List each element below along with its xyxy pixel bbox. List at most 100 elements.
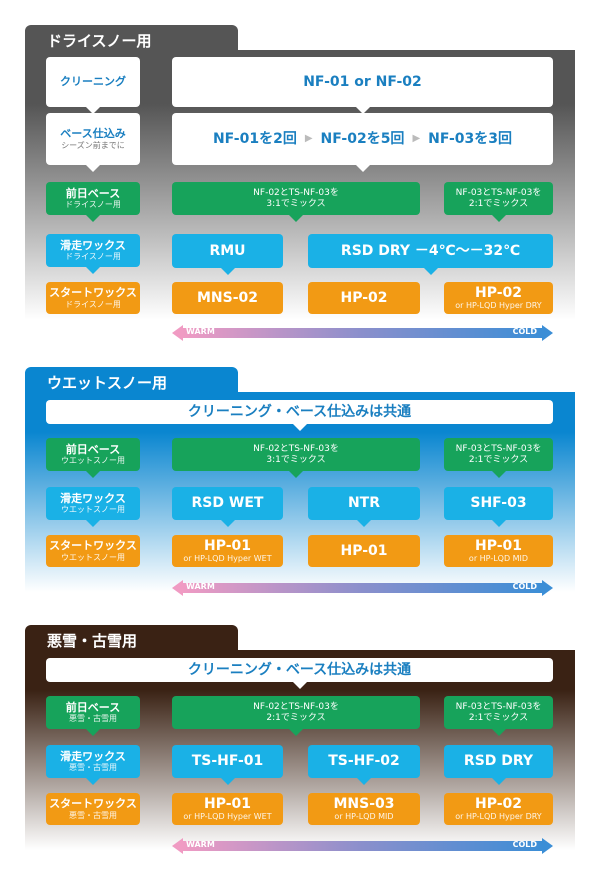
warm-label: WARM — [186, 327, 215, 336]
wax-name: TS-HF-01 — [191, 753, 264, 770]
arrow-gradient-bar — [182, 328, 543, 338]
wax-alt: or HP-LQD Hyper WET — [183, 812, 272, 822]
glide-wax-box: RMU — [172, 234, 283, 275]
label-sub: ウエットスノー用 — [61, 552, 125, 562]
wax-name: HP-01 — [340, 542, 388, 559]
start-wax-box: HP-02 or HP-LQD Hyper DRY — [444, 793, 553, 825]
left-prev-base-label: 前日ベース 悪雪・古雪用 — [46, 696, 140, 736]
wax-alt: or HP-LQD Hyper DRY — [455, 812, 542, 822]
label-main: スタートワックス — [49, 539, 137, 553]
wax-alt: or HP-LQD MID — [334, 812, 394, 822]
glide-wax-box: RSD WET — [172, 487, 283, 527]
step-arrow-icon: ▶ — [412, 133, 421, 145]
common-note-box: クリーニング・ベース仕込みは共通 — [46, 658, 553, 689]
section-title-tab: 悪雪・古雪用 — [25, 625, 238, 651]
wax-alt: or HP-LQD Hyper WET — [183, 554, 272, 564]
base-step: NF-02を5回 — [320, 130, 405, 147]
label-main: クリーニング — [60, 74, 126, 88]
arrow-left-head-icon — [172, 325, 183, 341]
prev-base-mix-box: NF-03とTS-NF-03を 2:1でミックス — [444, 182, 553, 222]
wax-name: RSD DRY －4℃～－32℃ — [340, 242, 521, 259]
mix-line: NF-03とTS-NF-03を — [455, 702, 542, 713]
wax-name: TS-HF-02 — [328, 753, 400, 770]
warm-label: WARM — [186, 840, 215, 849]
wax-name: HP-01 — [474, 538, 523, 555]
left-start-wax-label: スタートワックス ドライスノー用 — [46, 282, 140, 314]
label-sub: 悪雪・古雪用 — [69, 810, 117, 820]
arrow-left-head-icon — [172, 580, 183, 596]
wax-name: HP-01 — [203, 538, 252, 555]
glide-wax-box: SHF-03 — [444, 487, 553, 527]
wax-name: RMU — [209, 242, 246, 259]
arrow-gradient-bar — [182, 583, 543, 593]
wax-alt: or HP-LQD Hyper DRY — [455, 301, 542, 311]
warm-cold-arrow: WARM COLD — [172, 325, 553, 341]
base-steps-box: NF-01を2回 ▶ NF-02を5回 ▶ NF-03を3回 — [172, 113, 553, 172]
arrow-left-head-icon — [172, 838, 183, 854]
start-wax-box: MNS-02 — [172, 282, 283, 314]
arrow-right-head-icon — [542, 838, 553, 854]
mix-line: NF-02とTS-NF-03を — [253, 702, 339, 713]
label-sub: ウエットスノー用 — [61, 456, 125, 466]
prev-base-mix-box: NF-03とTS-NF-03を 2:1でミックス — [444, 438, 553, 478]
left-glide-wax-label: 滑走ワックス ウエットスノー用 — [46, 487, 140, 527]
glide-wax-box: TS-HF-02 — [308, 745, 420, 785]
label-sub: ウエットスノー用 — [61, 505, 125, 515]
label-main: 滑走ワックス — [60, 238, 126, 252]
section-title-tab: ドライスノー用 — [25, 25, 238, 51]
wax-name: RSD DRY — [463, 753, 534, 770]
mix-line: NF-02とTS-NF-03を — [253, 444, 339, 455]
arrow-right-head-icon — [542, 325, 553, 341]
label-main: スタートワックス — [49, 286, 137, 300]
wax-name: MNS-03 — [333, 796, 395, 813]
wax-name: HP-02 — [340, 289, 388, 306]
mix-line: NF-03とTS-NF-03を — [455, 188, 542, 199]
wax-alt: or HP-LQD MID — [468, 554, 529, 564]
common-note: クリーニング・ベース仕込みは共通 — [187, 403, 412, 420]
warm-cold-arrow: WARM COLD — [172, 580, 553, 596]
wax-name: HP-01 — [203, 796, 252, 813]
label-main: ベース仕込み — [60, 127, 126, 141]
mix-line: 3:1でミックス — [266, 454, 326, 465]
start-wax-box: MNS-03 or HP-LQD MID — [308, 793, 420, 825]
common-note-box: クリーニング・ベース仕込みは共通 — [46, 400, 553, 431]
label-main: スタートワックス — [49, 797, 137, 811]
label-sub: ドライスノー用 — [65, 252, 121, 262]
glide-wax-box: RSD DRY －4℃～－32℃ — [308, 234, 553, 275]
prev-base-mix-box: NF-02とTS-NF-03を 3:1でミックス — [172, 182, 420, 222]
start-wax-box: HP-02 — [308, 282, 420, 314]
glide-wax-box: TS-HF-01 — [172, 745, 283, 785]
glide-wax-box: NTR — [308, 487, 420, 527]
label-sub: 悪雪・古雪用 — [69, 763, 117, 773]
prev-base-mix-box: NF-02とTS-NF-03を 3:1でミックス — [172, 438, 420, 478]
mix-line: 2:1でミックス — [468, 198, 529, 209]
left-prev-base-label: 前日ベース ウエットスノー用 — [46, 438, 140, 478]
left-prev-base-label: 前日ベース ドライスノー用 — [46, 182, 140, 222]
mix-line: NF-02とTS-NF-03を — [253, 188, 339, 199]
mix-line: 2:1でミックス — [468, 712, 529, 723]
mix-line: 2:1でミックス — [266, 712, 326, 723]
label-main: 滑走ワックス — [60, 491, 126, 505]
step-arrow-icon: ▶ — [304, 133, 313, 145]
wax-name: MNS-02 — [196, 289, 259, 306]
glide-wax-box: RSD DRY — [444, 745, 553, 785]
start-wax-box: HP-01 — [308, 535, 420, 567]
left-glide-wax-label: 滑走ワックス 悪雪・古雪用 — [46, 745, 140, 785]
label-sub: 悪雪・古雪用 — [69, 714, 117, 724]
left-base-label: ベース仕込み シーズン前までに — [46, 113, 140, 172]
wax-name: HP-02 — [474, 796, 523, 813]
start-wax-box: HP-02 or HP-LQD Hyper DRY — [444, 282, 553, 314]
label-main: 前日ベース — [65, 442, 121, 456]
prev-base-mix-box: NF-03とTS-NF-03を 2:1でミックス — [444, 696, 553, 736]
mix-line: NF-03とTS-NF-03を — [455, 444, 542, 455]
label-main: 滑走ワックス — [60, 749, 126, 763]
cleaning-text: NF-01 or NF-02 — [303, 73, 422, 90]
base-step: NF-01を2回 — [212, 130, 297, 147]
wax-name: SHF-03 — [470, 495, 527, 512]
prev-base-mix-box: NF-02とTS-NF-03を 2:1でミックス — [172, 696, 420, 736]
left-glide-wax-label: 滑走ワックス ドライスノー用 — [46, 234, 140, 274]
wax-name: NTR — [347, 495, 381, 512]
common-note: クリーニング・ベース仕込みは共通 — [187, 661, 412, 678]
wax-name: RSD WET — [191, 495, 264, 512]
cold-label: COLD — [512, 582, 537, 591]
